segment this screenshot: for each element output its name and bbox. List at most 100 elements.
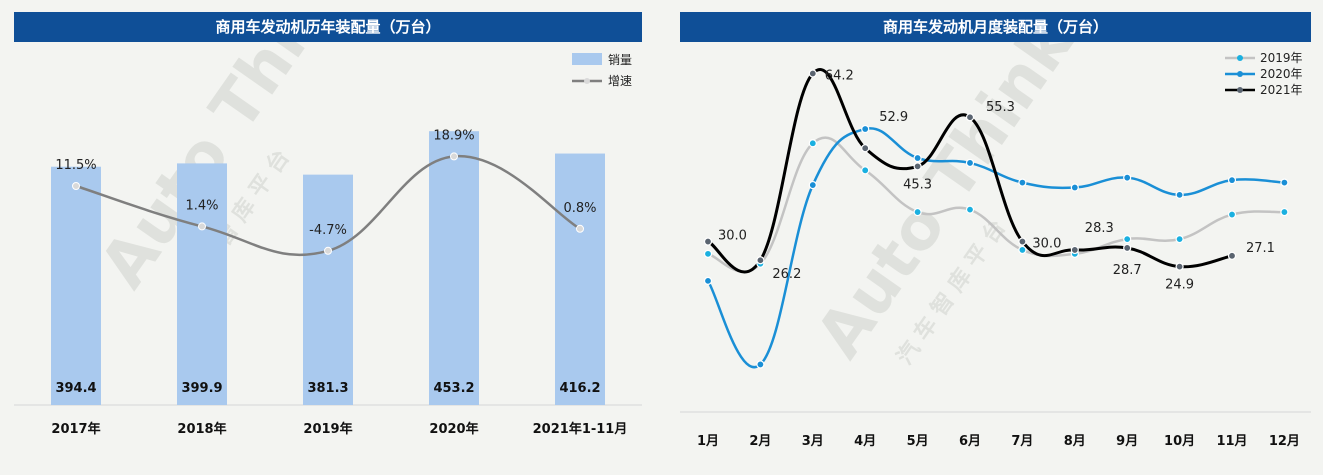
data-label-6: 55.3 bbox=[986, 100, 1015, 115]
point-2019年-6 bbox=[965, 205, 975, 214]
point-2021年-11 bbox=[1227, 251, 1237, 260]
legend-bar-label: 销量 bbox=[608, 53, 632, 67]
bar-value-label-3: 381.3 bbox=[307, 381, 348, 396]
point-2021年-3 bbox=[808, 69, 817, 78]
legend-line-label: 增速 bbox=[608, 74, 632, 88]
bar-2 bbox=[177, 163, 227, 405]
data-label-1: 30.0 bbox=[718, 229, 747, 244]
legend: 2019年 2020年 2021年 bbox=[1225, 51, 1303, 97]
growth-label-4: 18.9% bbox=[433, 128, 474, 143]
bar-1 bbox=[51, 166, 101, 405]
point-2020年-11 bbox=[1227, 176, 1237, 185]
x-tick-label-12: 12月 bbox=[1269, 434, 1300, 449]
bar-value-label-4: 453.2 bbox=[433, 381, 474, 396]
point-2021年-2 bbox=[756, 256, 765, 265]
data-label-7: 30.0 bbox=[1032, 237, 1061, 252]
point-2020年-1 bbox=[703, 276, 713, 285]
growth-label-3: -4.7% bbox=[309, 223, 347, 238]
data-label-8: 28.3 bbox=[1085, 221, 1114, 236]
point-2019年-3 bbox=[808, 139, 817, 148]
legend-bar-swatch bbox=[572, 53, 602, 65]
point-2020年-8 bbox=[1070, 183, 1079, 192]
growth-point-3 bbox=[324, 246, 332, 255]
point-2019年-5 bbox=[913, 207, 922, 217]
point-2020年-2 bbox=[756, 360, 765, 369]
point-2020年-6 bbox=[965, 158, 975, 168]
x-tick-label-2: 2018年 bbox=[177, 421, 226, 437]
legend-line-marker bbox=[584, 78, 590, 84]
bar-5 bbox=[555, 153, 605, 405]
point-2019年-9 bbox=[1123, 235, 1132, 244]
legend-label-2021年: 2021年 bbox=[1260, 83, 1303, 97]
legend-label-2019年: 2019年 bbox=[1260, 51, 1303, 65]
x-tick-label-10: 10月 bbox=[1164, 434, 1195, 449]
point-2021年-6 bbox=[965, 113, 975, 122]
x-tick-label-4: 2020年 bbox=[429, 421, 478, 437]
x-tick-label-1: 1月 bbox=[697, 434, 719, 449]
x-tick-label-5: 5月 bbox=[907, 434, 929, 449]
point-2021年-5 bbox=[913, 162, 922, 171]
data-label-9: 28.7 bbox=[1113, 263, 1142, 278]
data-label-10: 24.9 bbox=[1165, 278, 1194, 293]
growth-label-1: 11.5% bbox=[55, 158, 96, 173]
data-label-11: 27.1 bbox=[1246, 241, 1275, 256]
data-label-4: 52.9 bbox=[879, 110, 908, 125]
x-tick-label-6: 6月 bbox=[959, 434, 981, 449]
annual-chart-panel: 商用车发动机历年装配量（万台） Auto Thinker 汽 车 智 库 平 台 3… bbox=[14, 12, 642, 470]
bar-value-label-5: 416.2 bbox=[559, 381, 600, 396]
growth-point-5 bbox=[576, 224, 584, 233]
point-2020年-3 bbox=[808, 180, 817, 190]
point-2019年-7 bbox=[1018, 245, 1027, 255]
x-tick-label-3: 3月 bbox=[802, 434, 824, 449]
x-tick-label-8: 8月 bbox=[1064, 434, 1086, 449]
point-2021年-1 bbox=[703, 237, 713, 246]
point-2021年-8 bbox=[1070, 245, 1079, 255]
point-2019年-10 bbox=[1175, 235, 1184, 244]
data-label-2: 26.2 bbox=[772, 267, 801, 282]
point-2021年-9 bbox=[1123, 243, 1132, 253]
point-2019年-12 bbox=[1280, 207, 1289, 217]
legend-marker-2019年 bbox=[1237, 55, 1243, 61]
point-2020年-4 bbox=[861, 124, 870, 134]
watermark-right-text: Auto Thinker bbox=[802, 42, 1129, 371]
point-2021年-4 bbox=[861, 144, 870, 153]
x-tick-label-11: 11月 bbox=[1216, 434, 1247, 449]
annual-chart-title: 商用车发动机历年装配量（万台） bbox=[14, 12, 642, 42]
x-tick-label-9: 9月 bbox=[1116, 434, 1138, 449]
x-tick-label-3: 2019年 bbox=[303, 421, 352, 437]
x-tick-label-7: 7月 bbox=[1011, 434, 1033, 449]
point-2019年-4 bbox=[861, 166, 870, 175]
x-tick-label-4: 4月 bbox=[854, 434, 876, 449]
growth-point-2 bbox=[198, 222, 206, 231]
growth-label-2: 1.4% bbox=[185, 198, 218, 213]
bar-4 bbox=[429, 131, 479, 406]
monthly-chart-title: 商用车发动机月度装配量（万台） bbox=[680, 12, 1311, 42]
data-label-3: 64.2 bbox=[825, 69, 854, 84]
growth-point-1 bbox=[72, 182, 80, 190]
point-2020年-7 bbox=[1018, 178, 1027, 187]
data-label-5: 45.3 bbox=[903, 177, 932, 192]
point-2021年-7 bbox=[1018, 237, 1027, 246]
growth-point-4 bbox=[450, 152, 458, 161]
growth-line bbox=[75, 155, 581, 257]
point-2020年-5 bbox=[913, 153, 922, 163]
watermark-left-text: Auto Thinker bbox=[86, 42, 413, 301]
bar-value-label-1: 394.4 bbox=[55, 381, 96, 396]
x-tick-label-5: 2021年1-11月 bbox=[533, 421, 628, 437]
point-2019年-11 bbox=[1227, 210, 1237, 219]
legend-label-2020年: 2020年 bbox=[1260, 67, 1303, 81]
point-2020年-9 bbox=[1123, 173, 1132, 182]
legend-marker-2020年 bbox=[1237, 71, 1243, 77]
point-2020年-12 bbox=[1280, 178, 1289, 187]
point-2021年-10 bbox=[1175, 262, 1184, 271]
point-2020年-10 bbox=[1175, 190, 1184, 199]
growth-label-5: 0.8% bbox=[563, 201, 596, 216]
bar-value-label-2: 399.9 bbox=[181, 381, 222, 396]
point-2019年-1 bbox=[703, 249, 713, 258]
bar-3 bbox=[303, 174, 353, 405]
x-tick-label-2: 2月 bbox=[749, 434, 771, 449]
